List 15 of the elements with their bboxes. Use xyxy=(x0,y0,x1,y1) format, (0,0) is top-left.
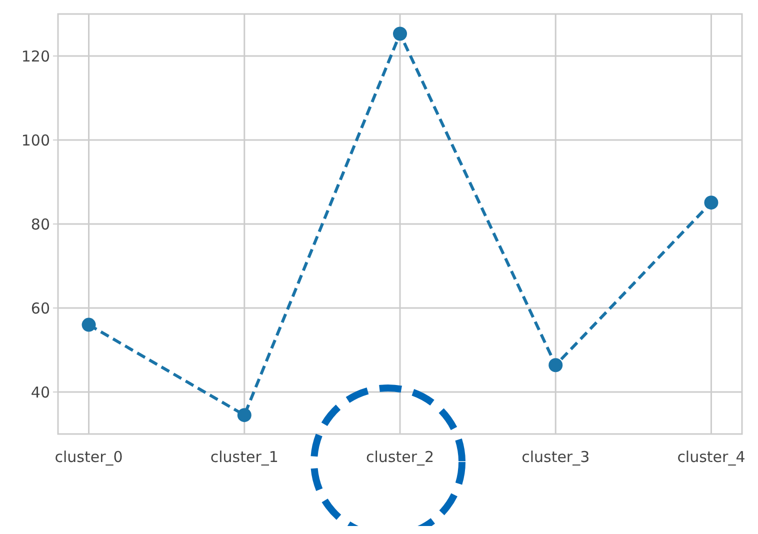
x-tick-label: cluster_2 xyxy=(366,448,434,466)
x-tick-label: cluster_1 xyxy=(210,448,278,466)
y-tick-label: 80 xyxy=(30,215,50,234)
y-tick-label: 120 xyxy=(21,47,50,66)
point xyxy=(393,26,407,41)
x-tick-label: cluster_0 xyxy=(54,448,123,466)
point xyxy=(237,408,252,422)
point xyxy=(82,318,96,332)
x-tick-label: cluster_4 xyxy=(677,448,746,466)
y-tick-label: 40 xyxy=(30,383,50,402)
y-tick-label: 100 xyxy=(21,131,50,150)
y-tick-label: 60 xyxy=(30,299,50,318)
point xyxy=(548,358,563,372)
point xyxy=(704,196,718,210)
x-tick-label: cluster_3 xyxy=(522,448,590,466)
